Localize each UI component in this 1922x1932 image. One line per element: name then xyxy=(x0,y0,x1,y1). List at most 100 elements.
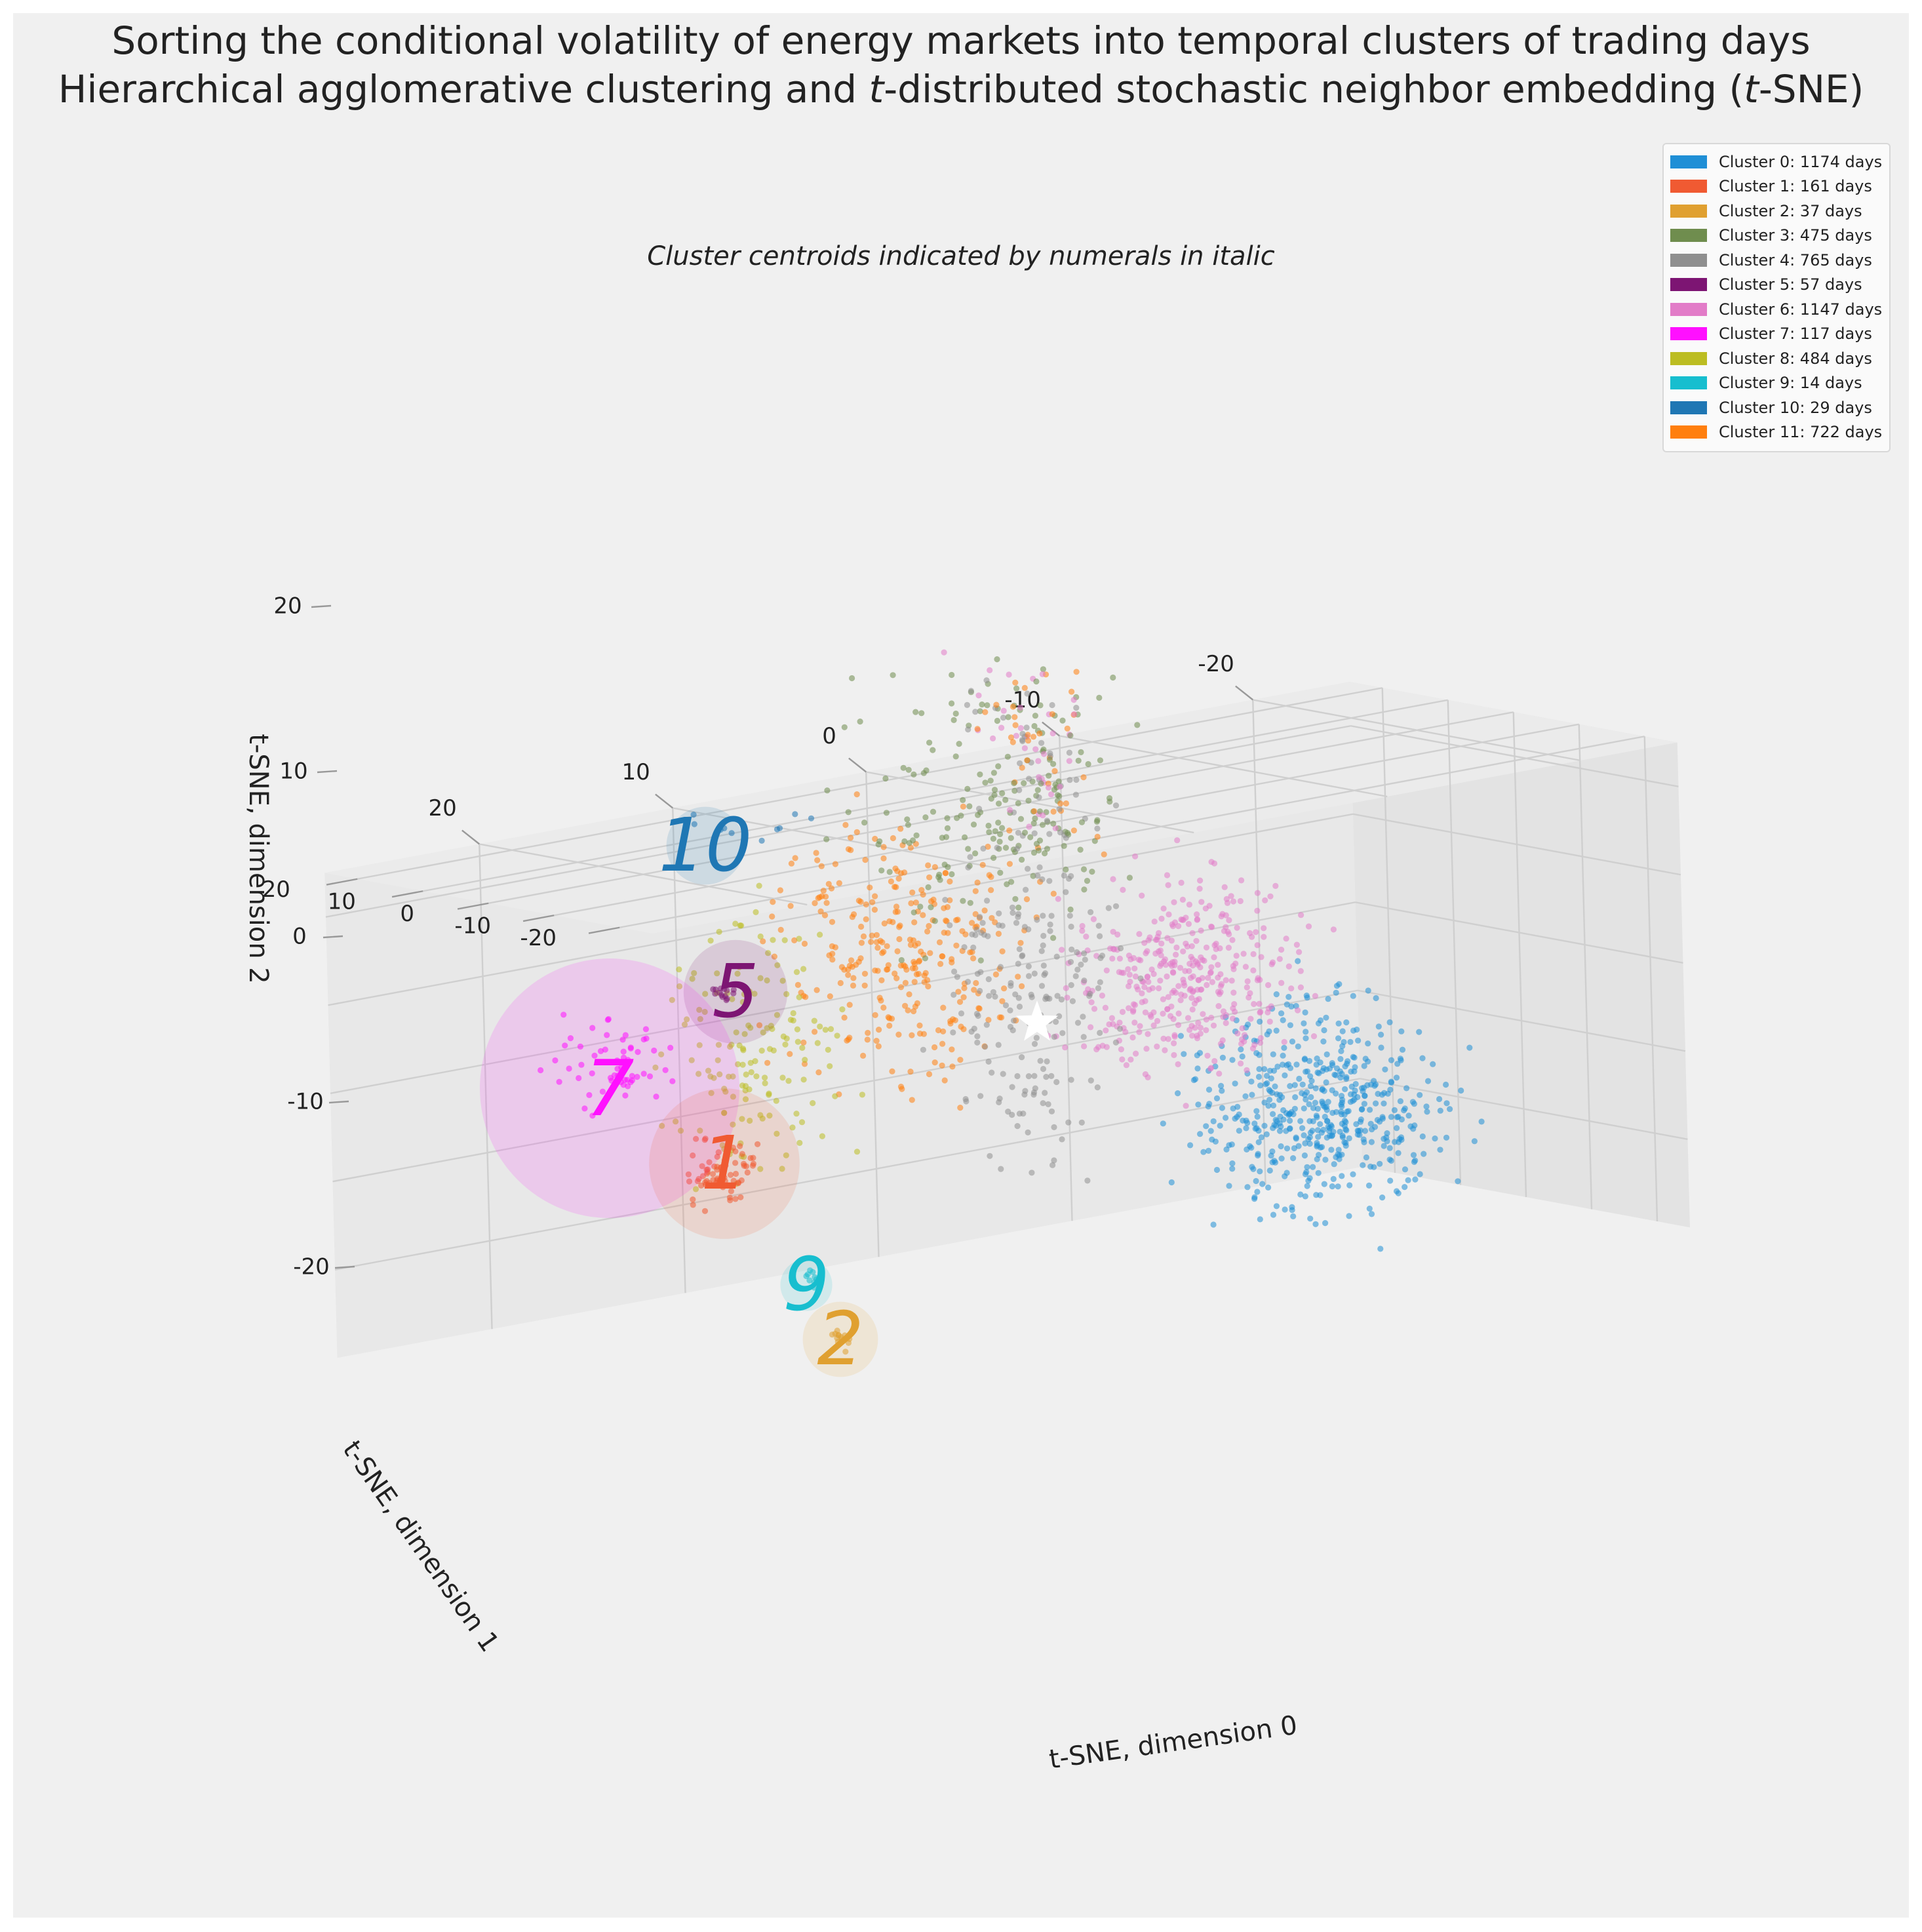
data-point xyxy=(997,831,1004,837)
data-point xyxy=(629,1073,635,1079)
data-point xyxy=(956,741,962,747)
data-point xyxy=(1019,953,1025,960)
legend-item: Cluster 7: 117 days xyxy=(1670,322,1883,347)
data-point xyxy=(1210,1022,1217,1029)
data-point xyxy=(879,939,886,945)
data-point xyxy=(747,1117,753,1124)
data-point xyxy=(1169,959,1176,966)
data-point xyxy=(994,656,1000,663)
data-point xyxy=(1156,985,1162,992)
data-point xyxy=(925,884,932,890)
legend-swatch xyxy=(1670,327,1707,341)
data-point xyxy=(1012,991,1019,998)
data-point xyxy=(941,861,948,868)
data-point xyxy=(982,779,989,786)
data-point xyxy=(815,1069,822,1076)
data-point xyxy=(1079,928,1086,934)
tick-mark-x xyxy=(655,793,673,809)
data-point xyxy=(1315,1020,1322,1027)
data-point xyxy=(753,909,759,915)
data-point xyxy=(947,897,953,903)
data-point xyxy=(1324,1051,1330,1057)
data-point xyxy=(822,1027,829,1033)
data-point xyxy=(872,1012,878,1018)
centroid-bubble-5 xyxy=(683,939,788,1044)
data-point xyxy=(1164,872,1171,878)
data-point xyxy=(951,717,957,723)
data-point xyxy=(1262,897,1268,903)
data-point xyxy=(1284,1001,1290,1008)
data-point xyxy=(737,1143,743,1149)
data-point xyxy=(735,1061,741,1067)
data-point xyxy=(909,1032,915,1038)
data-point xyxy=(1209,979,1215,985)
data-point xyxy=(1080,774,1087,781)
data-point xyxy=(912,942,918,949)
data-point xyxy=(1238,1060,1244,1067)
data-point xyxy=(697,1015,703,1022)
data-point xyxy=(943,834,950,840)
data-point xyxy=(1162,1047,1168,1054)
data-point xyxy=(1009,1084,1015,1090)
data-point xyxy=(1304,1183,1310,1189)
legend-label: Cluster 3: 475 days xyxy=(1719,226,1872,245)
data-point xyxy=(1350,1171,1356,1177)
data-point xyxy=(962,834,968,840)
data-point xyxy=(783,991,790,997)
data-point xyxy=(1068,1076,1074,1083)
data-point xyxy=(1081,1043,1088,1050)
data-point xyxy=(1241,1032,1248,1038)
legend: Cluster 0: 1174 days Cluster 1: 161 days C… xyxy=(1662,143,1891,452)
data-point xyxy=(1195,1019,1202,1026)
data-point xyxy=(1395,1150,1402,1156)
data-point xyxy=(732,1160,739,1166)
data-point xyxy=(1290,1155,1297,1162)
data-point xyxy=(990,854,997,861)
data-point xyxy=(1074,949,1080,956)
data-point xyxy=(1209,924,1215,930)
data-point xyxy=(1229,1057,1236,1063)
data-point xyxy=(730,1121,736,1128)
data-point xyxy=(1317,1059,1324,1066)
data-point xyxy=(943,917,949,924)
data-point xyxy=(942,897,949,903)
data-point xyxy=(1193,937,1200,944)
data-point xyxy=(1295,958,1301,964)
data-point xyxy=(727,1197,734,1204)
data-point xyxy=(1065,830,1071,837)
data-point xyxy=(1175,1021,1182,1029)
data-point xyxy=(732,1196,739,1202)
data-point xyxy=(741,1162,747,1169)
data-point xyxy=(969,920,975,926)
data-point xyxy=(1017,725,1024,732)
tick-mark-z xyxy=(334,1265,355,1269)
data-point xyxy=(1295,1043,1301,1050)
data-point xyxy=(900,764,907,771)
data-point xyxy=(1019,730,1026,737)
data-point xyxy=(814,857,821,863)
data-point xyxy=(1274,1063,1281,1070)
data-point xyxy=(1265,1103,1272,1109)
data-point xyxy=(1000,1071,1006,1077)
data-point xyxy=(819,893,825,899)
data-point xyxy=(1014,1073,1021,1080)
data-point xyxy=(1139,999,1145,1006)
data-point xyxy=(977,771,983,778)
data-point xyxy=(1367,1107,1373,1113)
data-point xyxy=(868,939,874,945)
data-point xyxy=(1296,1075,1303,1082)
data-point xyxy=(1019,983,1025,989)
data-point xyxy=(985,1017,992,1023)
data-point xyxy=(1223,1019,1229,1027)
y-tick-label: 20 xyxy=(262,877,290,903)
data-point xyxy=(1048,1108,1055,1114)
data-point xyxy=(1169,969,1176,976)
data-point xyxy=(841,966,848,973)
data-point xyxy=(699,1163,705,1170)
data-point xyxy=(581,1105,588,1112)
data-point xyxy=(774,1012,781,1018)
data-point xyxy=(1144,948,1150,955)
data-point xyxy=(1048,913,1055,919)
data-point xyxy=(1045,784,1052,791)
data-point xyxy=(880,855,887,861)
